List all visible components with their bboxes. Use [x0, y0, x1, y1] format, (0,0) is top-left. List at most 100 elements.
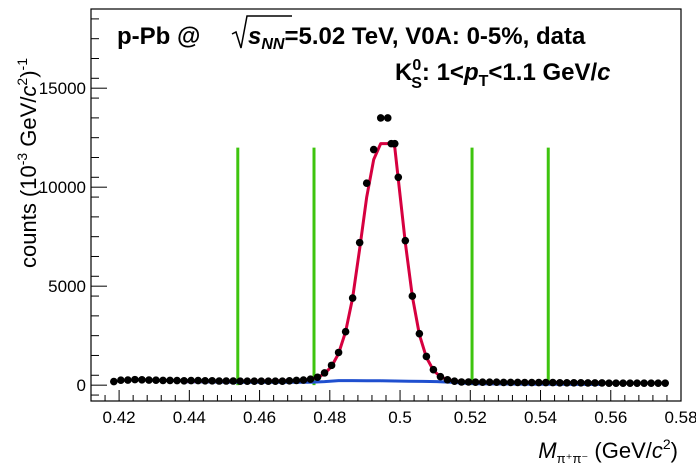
data-point — [194, 376, 202, 385]
data-point — [327, 361, 336, 370]
y-axis-title: counts (10-3 GeV/c2)-1 — [14, 58, 41, 268]
data-point — [513, 378, 522, 387]
x-tick-label: 0.58 — [664, 408, 696, 427]
sqrt-symbol — [231, 15, 292, 49]
x-tick-label: 0.48 — [313, 408, 346, 427]
data-point — [499, 378, 508, 387]
data-point — [187, 376, 195, 385]
data-point — [457, 378, 466, 386]
data-point — [110, 377, 118, 386]
data-point — [124, 376, 132, 384]
data-point — [471, 378, 480, 386]
x-tick-label: 0.42 — [103, 408, 136, 427]
data-point — [394, 173, 403, 182]
data-point — [320, 369, 329, 377]
data-point — [180, 377, 188, 385]
axis-ticks: 0.42 0.44 0.46 0.48 0.5 0.52 0.54 0.56 0.58 0 5000… — [39, 18, 696, 427]
data-point — [285, 377, 294, 385]
data-point — [534, 378, 543, 387]
data-point — [383, 114, 392, 122]
data-point — [654, 379, 662, 387]
data-point — [215, 377, 223, 385]
data-point — [478, 378, 487, 386]
data-point — [443, 376, 452, 384]
data-point — [131, 375, 139, 384]
data-point — [415, 329, 424, 338]
data-point — [278, 377, 287, 386]
data-point — [563, 378, 571, 387]
data-point — [647, 379, 655, 387]
data-point — [556, 378, 564, 387]
data-point — [208, 377, 216, 385]
chart-title-line1: p-Pb @ — [117, 23, 207, 50]
data-point — [506, 378, 515, 387]
y-tick-label: 5000 — [48, 277, 86, 296]
data-point — [485, 378, 494, 386]
data-point — [605, 379, 613, 387]
data-point — [271, 377, 280, 386]
data-point — [355, 238, 364, 247]
data-point — [173, 376, 181, 385]
data-point — [527, 378, 536, 387]
data-point — [422, 352, 431, 361]
data-point — [334, 348, 343, 357]
data-point — [633, 379, 641, 387]
x-tick-label: 0.5 — [388, 408, 412, 427]
data-point — [570, 378, 578, 387]
data-point — [257, 377, 266, 386]
data-point — [341, 327, 350, 336]
x-axis-title: Mπ⁺π⁻ (GeV/c2) — [538, 436, 678, 466]
data-point — [450, 377, 459, 386]
data-point — [436, 372, 445, 381]
data-point — [612, 379, 620, 387]
data-point — [390, 139, 399, 148]
data-point — [299, 376, 308, 384]
data-point — [541, 378, 550, 387]
x-tick-label: 0.46 — [243, 408, 276, 427]
y-tick-label: 0 — [77, 376, 86, 395]
data-point — [117, 376, 125, 385]
data-point — [401, 236, 410, 245]
data-point — [520, 378, 529, 387]
data-point — [640, 379, 648, 387]
data-point — [222, 377, 231, 385]
data-point — [362, 179, 371, 188]
chart-title-sqrt: sNN=5.02 TeV, V0A: 0-5%, data — [248, 23, 586, 53]
data-points — [110, 114, 669, 387]
data-point — [429, 365, 438, 374]
data-point — [577, 378, 585, 387]
data-point — [145, 376, 153, 384]
data-point — [229, 377, 238, 385]
data-point — [250, 377, 259, 386]
data-point — [292, 376, 301, 385]
data-point — [598, 379, 606, 387]
x-tick-label: 0.56 — [594, 408, 627, 427]
data-point — [584, 379, 592, 387]
data-point — [313, 373, 322, 382]
data-point — [626, 379, 634, 387]
data-point — [591, 379, 599, 387]
x-tick-label: 0.54 — [524, 408, 557, 427]
data-point — [348, 294, 357, 302]
data-point — [661, 379, 669, 387]
data-point — [159, 376, 167, 385]
data-point — [408, 292, 417, 300]
data-point — [236, 377, 245, 386]
data-point — [152, 376, 160, 385]
data-point — [549, 378, 557, 387]
chart-title-line2: K0 S: 1<pT<1.1 GeV/c — [395, 57, 611, 92]
x-tick-label: 0.52 — [454, 408, 487, 427]
data-point — [464, 378, 473, 386]
signal-fit — [184, 140, 603, 385]
data-point — [264, 377, 273, 386]
data-point — [619, 379, 627, 387]
y-tick-label: 15000 — [39, 79, 86, 98]
data-point — [376, 114, 385, 122]
data-point — [243, 377, 252, 386]
y-tick-label: 10000 — [39, 178, 86, 197]
data-point — [369, 145, 378, 154]
data-point — [492, 378, 501, 386]
data-point — [138, 376, 146, 384]
x-tick-label: 0.44 — [173, 408, 206, 427]
